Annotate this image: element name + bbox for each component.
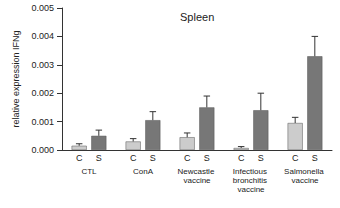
svg-text:C: C [130, 153, 137, 163]
svg-text:0.003: 0.003 [31, 60, 54, 70]
svg-text:Spleen: Spleen [180, 11, 214, 23]
svg-text:Salmonella: Salmonella [284, 167, 326, 176]
svg-text:C: C [292, 153, 299, 163]
svg-text:0.001: 0.001 [31, 117, 54, 127]
svg-text:S: S [96, 153, 102, 163]
svg-text:0.000: 0.000 [31, 145, 54, 155]
svg-text:0.004: 0.004 [31, 31, 54, 41]
svg-text:bronchitis: bronchitis [233, 176, 269, 185]
svg-text:Infectious: Infectious [233, 167, 269, 176]
svg-text:C: C [76, 153, 83, 163]
svg-text:vaccine: vaccine [291, 176, 319, 185]
svg-text:S: S [312, 153, 318, 163]
svg-text:S: S [204, 153, 210, 163]
svg-text:ConA: ConA [133, 167, 154, 176]
svg-text:vaccine: vaccine [183, 176, 211, 185]
svg-text:CTL: CTL [81, 167, 97, 176]
svg-text:0.002: 0.002 [31, 88, 54, 98]
svg-text:C: C [238, 153, 245, 163]
svg-text:vaccine: vaccine [237, 185, 265, 194]
svg-text:C: C [184, 153, 191, 163]
svg-text:Newcastle: Newcastle [177, 167, 216, 176]
svg-text:0.005: 0.005 [31, 3, 54, 13]
svg-text:relative expression IFNg: relative expression IFNg [11, 30, 21, 127]
svg-text:S: S [258, 153, 264, 163]
svg-text:S: S [150, 153, 156, 163]
